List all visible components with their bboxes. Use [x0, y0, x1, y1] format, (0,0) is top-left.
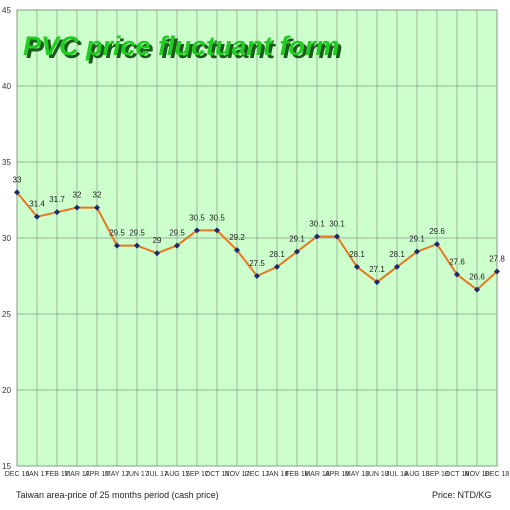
data-point-5: [114, 242, 120, 249]
data-label-1: 31.4: [29, 200, 45, 209]
x-tick-label-12: DEC 17: [245, 471, 270, 478]
x-tick-label-3: MAR 17: [64, 471, 89, 478]
data-label-24: 27.8: [489, 254, 505, 263]
data-label-5: 29.5: [109, 229, 125, 238]
chart-title-shadow: PVC price fluctuant form: [26, 34, 343, 64]
data-label-6: 29.5: [129, 229, 145, 238]
x-tick-label-10: OCT 17: [205, 471, 229, 478]
data-points: [14, 189, 500, 293]
y-tick-label-5: 40: [2, 82, 11, 91]
x-tick-label-1: JAN 17: [26, 471, 49, 478]
data-label-9: 30.5: [189, 213, 205, 222]
grid: [16, 9, 498, 467]
data-point-19: [394, 263, 400, 270]
x-tick-label-4: APR 17: [85, 471, 109, 478]
data-label-20: 29.1: [409, 235, 425, 244]
data-label-3: 32: [73, 191, 82, 200]
x-tick-label-2: FEB 17: [45, 471, 68, 478]
x-tick-label-21: SEP 18: [425, 471, 449, 478]
x-axis-title: Taiwan area-price of 25 months period (c…: [16, 490, 219, 500]
y-tick-label-6: 45: [2, 6, 11, 15]
data-point-8: [174, 242, 180, 249]
data-label-2: 31.7: [49, 195, 65, 204]
x-tick-label-13: JAN 18: [266, 471, 289, 478]
data-point-21: [434, 241, 440, 248]
data-point-23: [474, 286, 480, 293]
data-point-20: [414, 248, 420, 255]
data-labels: 33 31.4 31.7 32 32 29.5 29.5 29 29.5 30.5 30.5 29.2…: [13, 175, 506, 281]
y-tick-label-2: 25: [2, 310, 11, 319]
data-point-13: [274, 263, 280, 270]
data-point-22: [454, 271, 460, 278]
data-point-24: [494, 268, 500, 275]
data-label-16: 30.1: [329, 219, 345, 228]
x-tick-label-24: DEC 18: [485, 471, 510, 478]
data-point-7: [154, 250, 160, 257]
data-label-4: 32: [93, 191, 102, 200]
data-label-21: 29.6: [429, 227, 445, 236]
x-tick-label-6: JUN 17: [125, 471, 148, 478]
x-tick-label-8: AUG 17: [165, 471, 190, 478]
chart-title: PVC price fluctuant form: [23, 31, 340, 61]
x-tick-label-14: FEB 18: [285, 471, 308, 478]
data-label-17: 28.1: [349, 250, 365, 259]
data-point-16: [334, 233, 340, 240]
data-label-22: 27.6: [449, 257, 465, 266]
x-tick-label-23: NOV 18: [465, 471, 490, 478]
y-tick-label-0: 15: [2, 462, 11, 471]
data-label-19: 28.1: [389, 250, 405, 259]
data-point-2: [54, 209, 60, 216]
x-tick-label-15: MAR 18: [304, 471, 329, 478]
data-label-11: 29.2: [229, 233, 245, 242]
data-point-9: [194, 227, 200, 234]
y-tick-label-4: 35: [2, 158, 11, 167]
data-label-23: 26.6: [469, 273, 485, 282]
x-tick-label-0: DEC 16: [5, 471, 30, 478]
data-label-12: 27.5: [249, 259, 265, 268]
data-label-7: 29: [153, 236, 162, 245]
x-tick-label-20: AUG 18: [405, 471, 430, 478]
data-point-18: [374, 279, 380, 286]
x-tick-label-22: OCT 18: [445, 471, 469, 478]
data-label-15: 30.1: [309, 219, 325, 228]
data-point-15: [314, 233, 320, 240]
data-point-11: [234, 247, 240, 254]
y-axis-ticks: 15 20 25 30 35 40 45: [2, 6, 11, 471]
data-point-10: [214, 227, 220, 234]
x-tick-label-9: SEP 17: [185, 471, 209, 478]
data-label-18: 27.1: [369, 265, 385, 274]
x-tick-label-19: JUL 18: [386, 471, 408, 478]
data-point-3: [74, 204, 80, 211]
unit-note: Price: NTD/KG: [432, 490, 492, 500]
data-point-6: [134, 242, 140, 249]
data-label-8: 29.5: [169, 229, 185, 238]
data-label-14: 29.1: [289, 235, 305, 244]
data-point-1: [34, 213, 40, 220]
x-tick-label-18: JUN 18: [365, 471, 388, 478]
x-tick-label-17: MAY 18: [345, 471, 369, 478]
y-tick-label-3: 30: [2, 234, 11, 243]
data-label-10: 30.5: [209, 213, 225, 222]
x-tick-label-7: JUL 17: [146, 471, 168, 478]
data-point-17: [354, 263, 360, 270]
data-point-4: [94, 204, 100, 211]
data-point-12: [254, 273, 260, 279]
y-tick-label-1: 20: [2, 386, 11, 395]
data-point-0: [14, 189, 20, 196]
x-tick-label-11: NOV 17: [225, 471, 250, 478]
x-tick-label-5: MAY 17: [105, 471, 129, 478]
data-point-14: [294, 248, 300, 255]
data-label-0: 33: [13, 175, 22, 184]
x-tick-label-16: APR 18: [325, 471, 349, 478]
data-label-13: 28.1: [269, 250, 285, 259]
